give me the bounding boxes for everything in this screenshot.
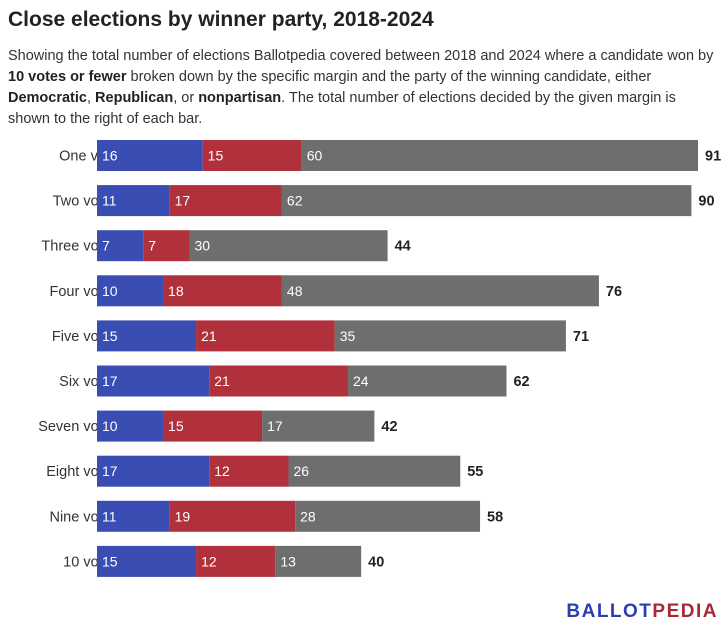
subtitle-text-1: Showing the total number of elections Ba…	[8, 48, 714, 64]
segment-value-label: 21	[214, 373, 230, 389]
bar-segment-democratic	[97, 410, 164, 442]
subtitle-nonpartisan: nonpartisan	[198, 90, 282, 106]
subtitle-sep-1: ,	[86, 90, 96, 106]
total-value-label: 91	[705, 149, 721, 165]
bar-segment-nonpartisan	[295, 500, 481, 532]
bar-segment-republican	[143, 230, 190, 262]
bar-segment-republican	[209, 365, 348, 397]
chart-subtitle: Showing the total number of elections Ba…	[8, 46, 720, 130]
total-value-label: 55	[467, 464, 483, 480]
bar-segment-nonpartisan	[262, 410, 375, 442]
total-value-label: 71	[573, 329, 589, 345]
segment-value-label: 11	[102, 193, 117, 209]
bar-segment-democratic	[97, 275, 164, 307]
segment-value-label: 30	[194, 238, 210, 254]
bar-segment-nonpartisan	[189, 230, 388, 262]
segment-value-label: 17	[175, 193, 191, 209]
segment-value-label: 12	[214, 463, 230, 479]
subtitle-republican: Republican	[95, 90, 174, 106]
bar-segment-democratic	[97, 140, 203, 171]
segment-value-label: 24	[353, 373, 369, 389]
bar-segment-nonpartisan	[281, 185, 692, 217]
segment-value-label: 12	[201, 553, 217, 569]
bar-segment-democratic	[97, 455, 210, 487]
subtitle-bold-margin: 10 votes or fewer	[8, 69, 127, 85]
bar-segment-democratic	[97, 545, 197, 577]
bar-segment-republican	[196, 320, 335, 352]
bar-segment-nonpartisan	[347, 365, 507, 397]
bar-segment-republican	[209, 455, 289, 487]
bar-segment-republican	[169, 500, 296, 532]
segment-value-label: 17	[267, 418, 283, 434]
bar-segment-democratic	[97, 185, 170, 217]
ballotpedia-logo: BALLOTPEDIA	[566, 601, 718, 623]
segment-value-label: 15	[168, 418, 184, 434]
total-value-label: 76	[606, 284, 622, 300]
segment-value-label: 35	[340, 328, 356, 344]
bar-segment-republican	[202, 140, 302, 171]
segment-value-label: 7	[102, 238, 110, 254]
total-value-label: 44	[395, 239, 411, 255]
bar-segment-republican	[169, 185, 282, 217]
segment-value-label: 62	[287, 193, 303, 209]
segment-value-label: 7	[148, 238, 156, 254]
bar-segment-democratic	[97, 230, 144, 262]
total-value-label: 40	[368, 554, 384, 570]
subtitle-text-2: broken down by the specific margin and t…	[126, 69, 652, 85]
logo-accent: PEDIA	[652, 601, 718, 622]
total-value-label: 90	[698, 194, 714, 210]
bar-segment-nonpartisan	[275, 545, 362, 577]
total-value-label: 42	[381, 419, 397, 435]
bar-segment-nonpartisan	[334, 320, 566, 352]
segment-value-label: 11	[102, 508, 117, 524]
segment-value-label: 10	[102, 418, 118, 434]
bar-segment-nonpartisan	[281, 275, 599, 307]
subtitle-sep-2: , or	[173, 90, 199, 106]
segment-value-label: 28	[300, 508, 316, 524]
segment-value-label: 26	[294, 463, 310, 479]
segment-value-label: 10	[102, 283, 118, 299]
segment-value-label: 15	[208, 148, 224, 164]
segment-value-label: 21	[201, 328, 217, 344]
bar-segment-democratic	[97, 365, 210, 397]
segment-value-label: 13	[280, 553, 296, 569]
segment-value-label: 17	[102, 373, 118, 389]
bar-segment-republican	[163, 275, 282, 307]
chart-title: Close elections by winner party, 2018-20…	[8, 8, 434, 31]
segment-value-label: 16	[102, 148, 118, 164]
bar-segment-republican	[163, 410, 263, 442]
segment-value-label: 15	[102, 553, 118, 569]
bar-segment-nonpartisan	[288, 455, 461, 487]
segment-value-label: 48	[287, 283, 303, 299]
total-value-label: 58	[487, 509, 503, 525]
subtitle-democratic: Democratic	[8, 90, 87, 106]
bar-segment-democratic	[97, 500, 170, 532]
segment-value-label: 60	[307, 148, 323, 164]
bar-segment-democratic	[97, 320, 197, 352]
segment-value-label: 19	[175, 508, 191, 524]
logo-main: BALLOT	[566, 601, 653, 622]
segment-value-label: 18	[168, 283, 184, 299]
subtitle-text-3: . The total number of elections decided …	[8, 90, 676, 127]
bar-segment-nonpartisan	[301, 140, 698, 171]
segment-value-label: 15	[102, 328, 118, 344]
bar-segment-republican	[196, 545, 276, 577]
total-value-label: 62	[513, 374, 529, 390]
segment-value-label: 17	[102, 463, 118, 479]
